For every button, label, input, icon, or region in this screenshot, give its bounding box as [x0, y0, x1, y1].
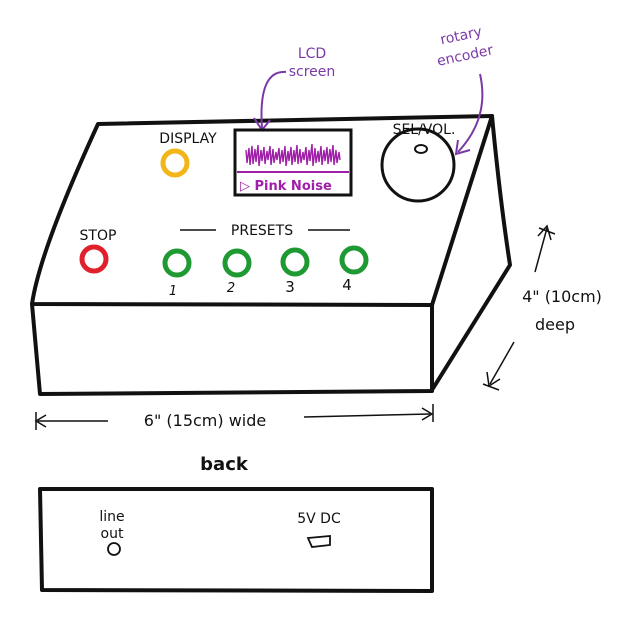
preset-number-1: 1 — [169, 284, 177, 299]
stop-button[interactable] — [79, 244, 109, 274]
preset-button-4[interactable] — [339, 245, 369, 275]
power-jack[interactable] — [306, 535, 331, 548]
presets-label: PRESETS — [231, 223, 293, 239]
lcd-annotation-line1: LCD — [298, 46, 326, 62]
stop-label: STOP — [80, 228, 117, 244]
width-text: 6" (15cm) wide — [144, 411, 266, 430]
lcd-annotation-line2: screen — [289, 64, 336, 80]
depth-text-line2: deep — [535, 315, 575, 334]
depth-dimension: 4" (10cm) deep — [482, 224, 602, 391]
depth-text-line1: 4" (10cm) — [522, 287, 602, 306]
display-button[interactable] — [160, 148, 190, 178]
back-panel-outline — [38, 487, 434, 593]
lcd-screen: ▷ Pink Noise — [233, 128, 353, 197]
rotary-encoder-indicator — [414, 144, 428, 154]
line-out-jack[interactable] — [107, 542, 121, 556]
preset-number-4: 4 — [342, 276, 352, 294]
depth-tick-up — [538, 227, 556, 235]
preset-number-3: 3 — [285, 278, 295, 296]
lcd-waveform — [245, 143, 341, 167]
depth-arrow-down — [489, 341, 515, 385]
lcd-annotation-arrow — [260, 70, 287, 129]
preset-button-1[interactable] — [162, 248, 192, 278]
width-arrowhead-right — [421, 407, 434, 421]
device-body — [30, 114, 512, 396]
lcd-frame — [233, 128, 353, 197]
line-out-label-line2: out — [101, 526, 124, 542]
preset-button-3[interactable] — [280, 247, 310, 277]
width-dimension: 6" (15cm) wide — [34, 404, 434, 430]
preset-number-2: 2 — [227, 281, 235, 296]
display-label: DISPLAY — [159, 131, 217, 147]
rotary-encoder[interactable] — [380, 127, 456, 203]
back-panel: line out 5V DC — [38, 487, 434, 593]
lcd-annotation: LCD screen — [253, 46, 336, 132]
encoder-annotation-arrow — [457, 73, 484, 153]
rotary-encoder-knob[interactable] — [380, 127, 456, 203]
depth-arrow-up — [534, 227, 548, 273]
width-arrow-right — [303, 413, 431, 418]
depth-arrowhead-up — [537, 224, 552, 241]
power-label: 5V DC — [297, 511, 341, 527]
preset-button-2[interactable] — [222, 248, 252, 278]
line-out-label-line1: line — [99, 509, 124, 525]
depth-tick-down — [482, 383, 500, 391]
back-title: back — [200, 454, 249, 475]
lcd-status-text: ▷ Pink Noise — [240, 179, 332, 194]
encoder-annotation-arrowhead — [454, 139, 471, 156]
